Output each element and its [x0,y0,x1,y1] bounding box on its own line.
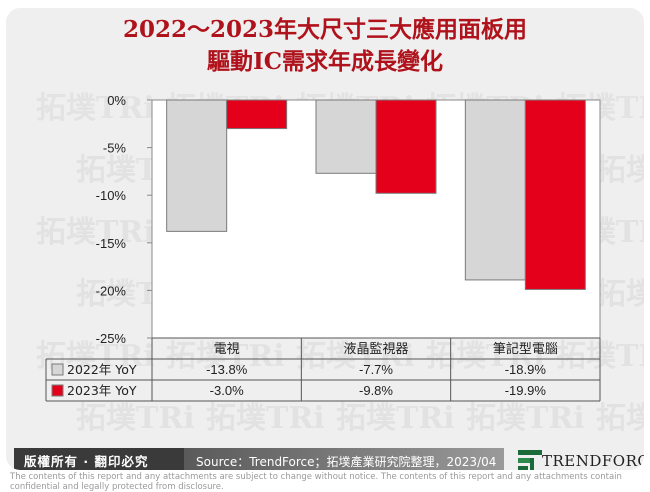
data-label: -9.8% [359,383,393,398]
copyright-label: 版權所有 · 翻印必究 [14,448,184,470]
bar [315,99,377,174]
y-tick-label: -10% [96,188,127,203]
title-line-2: 驅動IC需求年成長變化 [206,48,444,75]
trendforce-logo: TRENDFORCE [514,448,644,470]
bar [464,99,526,281]
bar [166,99,228,232]
source-label: Source：TrendForce；拓墣產業研究院整理，2023/04 [184,448,504,470]
data-label: -19.9% [505,383,547,398]
data-label: -13.8% [206,362,248,377]
y-tick-label: 0% [107,93,126,108]
category-label: 筆記型電腦 [493,341,558,357]
data-label: -7.7% [359,362,393,377]
disclaimer-text: The contents of this report and any atta… [10,472,622,492]
footer-bar: 版權所有 · 翻印必究 Source：TrendForce；拓墣產業研究院整理，… [6,446,644,470]
y-tick-label: -25% [96,331,127,346]
chart-title: 2022～2023年大尺寸三大應用面板用 驅動IC需求年成長變化 [6,14,644,78]
y-tick-label: -5% [103,141,127,156]
category-label: 電視 [214,342,240,357]
y-tick-label: -20% [96,283,127,298]
brand-name: TRENDFORCE [542,452,644,470]
category-label: 液晶監視器 [343,341,408,357]
bar [226,99,288,130]
title-line-1: 2022～2023年大尺寸三大應用面板用 [122,16,528,43]
bar [375,99,437,194]
legend-label: 2023年 YoY [67,383,137,398]
y-tick-label: -15% [96,236,127,251]
legend-label: 2022年 YoY [67,362,137,377]
data-label: -18.9% [505,362,547,377]
trendforce-logo-icon [518,450,542,470]
legend-swatch [51,363,64,376]
bar [524,99,586,290]
legend-swatch [51,384,64,397]
data-label: -3.0% [210,383,244,398]
